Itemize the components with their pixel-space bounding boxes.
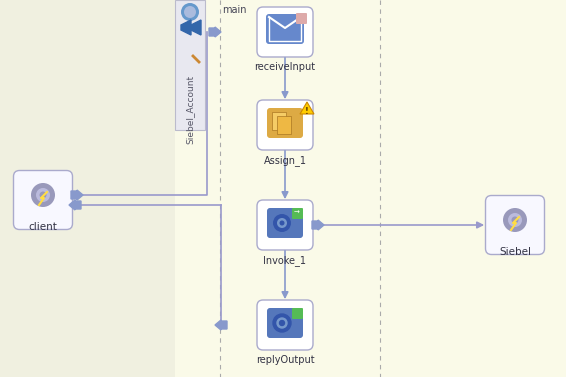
Text: Siebel: Siebel <box>499 247 531 257</box>
Text: !: ! <box>305 106 309 115</box>
Polygon shape <box>191 20 201 35</box>
Circle shape <box>273 214 291 232</box>
Circle shape <box>503 208 527 232</box>
Text: receiveInput: receiveInput <box>255 62 316 72</box>
FancyBboxPatch shape <box>486 196 544 254</box>
Circle shape <box>277 318 287 328</box>
FancyBboxPatch shape <box>272 112 286 130</box>
Circle shape <box>512 216 518 224</box>
Circle shape <box>280 221 285 225</box>
Polygon shape <box>300 102 314 114</box>
Circle shape <box>184 6 196 18</box>
Circle shape <box>36 188 50 202</box>
Text: Assign_1: Assign_1 <box>264 155 307 166</box>
Text: main: main <box>222 5 247 15</box>
FancyBboxPatch shape <box>257 100 313 150</box>
FancyArrow shape <box>71 190 83 200</box>
Polygon shape <box>181 20 191 35</box>
Circle shape <box>40 192 46 199</box>
FancyBboxPatch shape <box>277 116 291 134</box>
FancyBboxPatch shape <box>292 208 303 219</box>
Text: →: → <box>294 210 300 216</box>
FancyBboxPatch shape <box>14 170 72 230</box>
Text: Invoke_1: Invoke_1 <box>264 255 307 266</box>
FancyBboxPatch shape <box>175 0 205 130</box>
FancyBboxPatch shape <box>267 108 303 138</box>
FancyBboxPatch shape <box>292 308 303 319</box>
FancyBboxPatch shape <box>257 200 313 250</box>
FancyArrow shape <box>312 220 324 230</box>
Circle shape <box>273 314 291 332</box>
Text: replyOutput: replyOutput <box>256 355 314 365</box>
FancyArrow shape <box>69 200 81 210</box>
Circle shape <box>508 213 522 227</box>
FancyBboxPatch shape <box>267 208 303 238</box>
Text: Siebel_Account: Siebel_Account <box>186 75 195 144</box>
FancyArrow shape <box>209 27 221 37</box>
FancyBboxPatch shape <box>257 7 313 57</box>
FancyArrow shape <box>215 320 227 330</box>
FancyBboxPatch shape <box>267 308 303 338</box>
FancyBboxPatch shape <box>296 13 307 24</box>
Circle shape <box>280 320 285 325</box>
Circle shape <box>181 3 199 21</box>
FancyBboxPatch shape <box>266 14 304 44</box>
FancyBboxPatch shape <box>257 300 313 350</box>
Text: client: client <box>28 222 57 232</box>
Circle shape <box>31 183 55 207</box>
Circle shape <box>277 218 287 228</box>
FancyBboxPatch shape <box>0 0 175 377</box>
